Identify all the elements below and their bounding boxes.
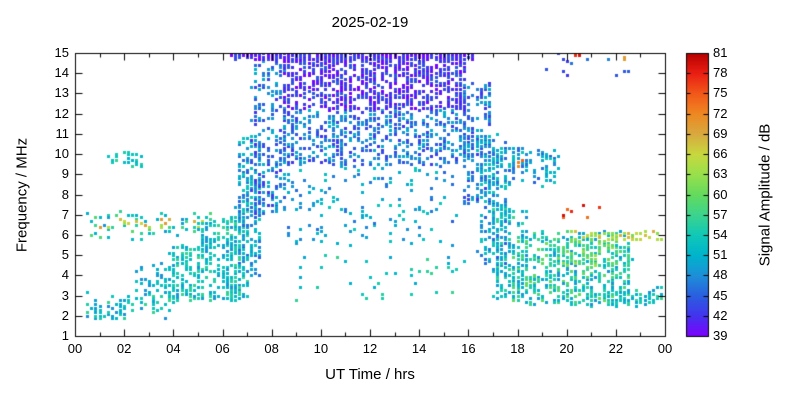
colorbar-tick-label: 45 bbox=[713, 287, 728, 303]
y-tick-label: 5 bbox=[61, 247, 69, 263]
colorbar-tick-label: 60 bbox=[713, 186, 728, 202]
colorbar-tick-label: 42 bbox=[713, 307, 728, 323]
y-tick-label: 13 bbox=[54, 85, 69, 101]
x-axis-label: UT Time / hrs bbox=[325, 366, 415, 383]
x-tick-label: 02 bbox=[116, 341, 132, 356]
x-tick-label: 16 bbox=[461, 341, 476, 356]
colorbar-tick-label: 72 bbox=[713, 105, 728, 121]
y-tick-label: 9 bbox=[61, 166, 69, 182]
colorbar-tick-label: 66 bbox=[713, 146, 728, 162]
x-tick-label: 22 bbox=[608, 341, 624, 356]
colorbar-tick-label: 39 bbox=[713, 328, 728, 343]
colorbar-label: Signal Amplitude / dB bbox=[756, 123, 774, 267]
y-tick-label: 8 bbox=[61, 186, 69, 202]
y-tick-label: 12 bbox=[54, 105, 69, 121]
x-tick-label: 04 bbox=[166, 341, 181, 356]
colorbar-tick-label: 75 bbox=[713, 85, 728, 101]
y-tick-label: 15 bbox=[54, 45, 69, 60]
colorbar-tick-label: 48 bbox=[713, 267, 728, 283]
y-tick-label: 14 bbox=[54, 65, 69, 81]
colorbar-tick-label: 54 bbox=[713, 226, 728, 242]
y-tick-label: 1 bbox=[61, 328, 69, 343]
y-axis-label: Frequency / MHz bbox=[13, 137, 31, 253]
x-tick-label: 08 bbox=[264, 341, 279, 356]
x-tick-label: 18 bbox=[510, 341, 525, 356]
colorbar-tick-label: 78 bbox=[713, 65, 728, 81]
y-tick-label: 2 bbox=[61, 307, 69, 323]
x-tick-label: 20 bbox=[559, 341, 574, 356]
colorbar-tick-label: 81 bbox=[713, 45, 728, 60]
chart-title: 2025-02-19 bbox=[331, 14, 409, 31]
x-tick-label: 10 bbox=[313, 341, 329, 356]
y-tick-label: 6 bbox=[61, 226, 69, 242]
x-tick-label: 12 bbox=[362, 341, 378, 356]
y-tick-label: 7 bbox=[61, 206, 69, 222]
x-tick-label: 14 bbox=[411, 341, 427, 356]
x-tick-label: 06 bbox=[215, 341, 230, 356]
colorbar-tick-label: 57 bbox=[713, 206, 728, 222]
colorbar-tick-label: 69 bbox=[713, 125, 728, 141]
colorbar-tick-label: 51 bbox=[713, 247, 728, 263]
y-tick-label: 10 bbox=[54, 146, 69, 162]
y-tick-label: 4 bbox=[61, 267, 69, 283]
x-tick-label: 00 bbox=[657, 341, 673, 356]
colorbar-tick-label: 63 bbox=[713, 166, 728, 182]
y-tick-label: 11 bbox=[55, 125, 70, 141]
y-tick-label: 3 bbox=[61, 287, 69, 303]
x-tick-label: 00 bbox=[67, 341, 83, 356]
